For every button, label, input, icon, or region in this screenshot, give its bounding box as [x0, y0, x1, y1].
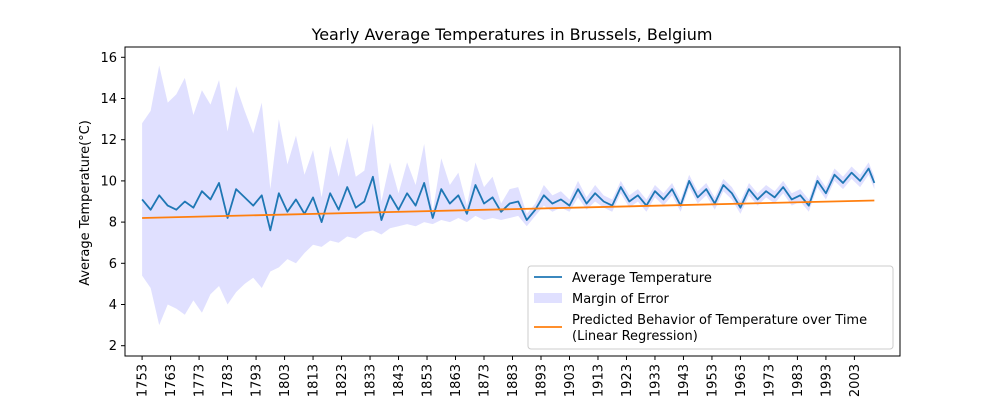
x-tick-label: 1853	[421, 364, 436, 397]
axes: 2 4 6 8 10 12 14 16 1753 1763 1773 1783 1793 1803 1813…	[100, 46, 901, 397]
x-tick-label: 1813	[307, 364, 322, 397]
series-regression-line	[142, 199, 875, 219]
x-tick-label: 1903	[563, 364, 578, 397]
y-tick-label: 12	[100, 133, 117, 148]
series-margin-of-error	[142, 65, 875, 326]
x-tick-label: 1993	[819, 364, 834, 397]
legend-swatch-margin	[534, 293, 562, 303]
y-tick-label: 6	[109, 257, 117, 272]
x-tick-label: 1863	[449, 364, 464, 397]
x-tick-label: 1943	[677, 364, 692, 397]
x-tick-label: 1773	[193, 364, 208, 397]
x-tick-label: 1803	[278, 364, 293, 397]
x-tick-label: 1823	[335, 364, 350, 397]
x-tick-label: 1783	[221, 364, 236, 397]
x-tick-label: 1833	[364, 364, 379, 397]
legend-label-regression-note: (Linear Regression)	[572, 329, 698, 344]
x-tick-label: 1843	[392, 364, 407, 397]
y-axis-label: Average Temperature(°C)	[78, 120, 93, 286]
x-tick-label: 1793	[250, 364, 265, 397]
legend-label-margin: Margin of Error	[572, 292, 670, 307]
legend-box	[527, 265, 894, 350]
y-tick-label: 4	[109, 298, 117, 313]
x-tick-label: 1953	[705, 364, 720, 397]
x-tick-label: 1963	[734, 364, 749, 397]
y-tick-label: 14	[100, 92, 117, 107]
x-tick-label: 1973	[762, 364, 777, 397]
y-tick-label: 10	[100, 174, 117, 189]
legend: Average Temperature Margin of Error Predic…	[527, 265, 894, 350]
x-tick-label: 1913	[591, 364, 606, 397]
y-tick-label: 2	[109, 339, 117, 354]
legend-label-regression: Predicted Behavior of Temperature over T…	[572, 313, 867, 328]
x-tick-label: 1753	[136, 364, 151, 397]
y-tick-label: 16	[100, 51, 117, 66]
x-tick-label: 1883	[506, 364, 521, 397]
x-tick-label: 1763	[164, 364, 179, 397]
x-tick-label: 1983	[791, 364, 806, 397]
x-tick-label: 1893	[534, 364, 549, 397]
chart-title: Yearly Average Temperatures in Brussels,…	[311, 25, 713, 44]
y-tick-label: 8	[109, 216, 117, 231]
series-average-temperature	[141, 167, 876, 232]
plot-area	[141, 65, 876, 326]
x-tick-label: 1933	[648, 364, 663, 397]
legend-label-average: Average Temperature	[572, 271, 712, 286]
x-tick-label: 2003	[848, 364, 863, 397]
x-tick-label: 1923	[620, 364, 635, 397]
x-tick-label: 1873	[478, 364, 493, 397]
